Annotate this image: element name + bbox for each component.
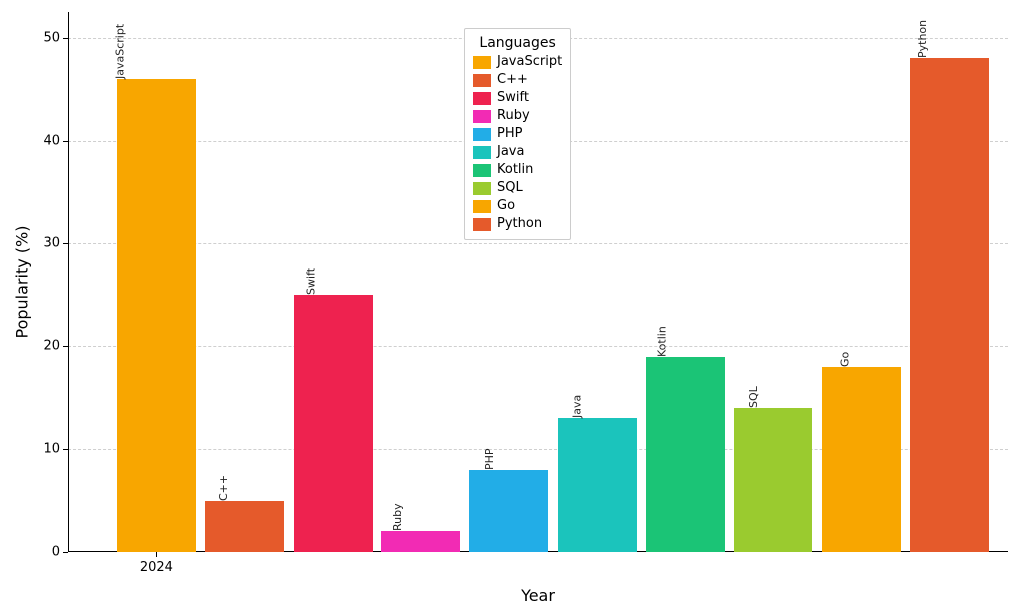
legend-swatch <box>473 74 491 87</box>
legend-swatch <box>473 128 491 141</box>
legend-label: Java <box>497 143 524 161</box>
bar: Ruby <box>381 531 460 552</box>
bar: JavaScript <box>117 79 196 552</box>
legend-label: Python <box>497 215 542 233</box>
legend-label: Swift <box>497 89 529 107</box>
bar-label: Go <box>839 352 854 367</box>
bar-label: Java <box>571 395 586 418</box>
bar-label: C++ <box>217 474 232 500</box>
x-tick-mark <box>156 552 157 557</box>
bar: PHP <box>469 470 548 552</box>
legend: Languages JavaScriptC++SwiftRubyPHPJavaK… <box>464 28 571 240</box>
legend-item: C++ <box>473 71 562 89</box>
legend-swatch <box>473 56 491 69</box>
gridline <box>68 346 1008 347</box>
legend-title: Languages <box>473 35 562 51</box>
bar-chart: 01020304050JavaScriptC++SwiftRubyPHPJava… <box>0 0 1024 609</box>
bar: Python <box>910 58 989 552</box>
bar: Swift <box>294 295 373 552</box>
legend-label: Ruby <box>497 107 530 125</box>
bar-label: SQL <box>747 386 762 408</box>
legend-label: C++ <box>497 71 528 89</box>
legend-swatch <box>473 218 491 231</box>
legend-swatch <box>473 182 491 195</box>
legend-item: JavaScript <box>473 53 562 71</box>
bar: C++ <box>205 501 284 552</box>
legend-item: Python <box>473 215 562 233</box>
legend-swatch <box>473 146 491 159</box>
bar: SQL <box>734 408 813 552</box>
legend-label: SQL <box>497 179 523 197</box>
x-axis-title: Year <box>521 586 555 605</box>
y-axis-line <box>68 12 69 552</box>
bar: Kotlin <box>646 357 725 552</box>
legend-label: Kotlin <box>497 161 533 179</box>
legend-swatch <box>473 200 491 213</box>
legend-swatch <box>473 110 491 123</box>
bar-label: PHP <box>483 448 498 470</box>
legend-swatch <box>473 164 491 177</box>
bar-label: Python <box>916 20 931 58</box>
bar-label: JavaScript <box>114 24 129 79</box>
bar: Java <box>558 418 637 552</box>
y-tick-mark <box>63 552 68 553</box>
bar-label: Kotlin <box>655 326 670 357</box>
gridline <box>68 243 1008 244</box>
legend-swatch <box>473 92 491 105</box>
legend-item: Swift <box>473 89 562 107</box>
legend-label: JavaScript <box>497 53 562 71</box>
legend-label: PHP <box>497 125 522 143</box>
bar-label: Ruby <box>392 504 407 532</box>
legend-item: PHP <box>473 125 562 143</box>
bar-label: Swift <box>305 268 320 295</box>
legend-item: Go <box>473 197 562 215</box>
legend-item: SQL <box>473 179 562 197</box>
bar: Go <box>822 367 901 552</box>
legend-label: Go <box>497 197 515 215</box>
legend-item: Ruby <box>473 107 562 125</box>
y-axis-title: Popularity (%) <box>13 226 32 339</box>
legend-item: Kotlin <box>473 161 562 179</box>
legend-item: Java <box>473 143 562 161</box>
